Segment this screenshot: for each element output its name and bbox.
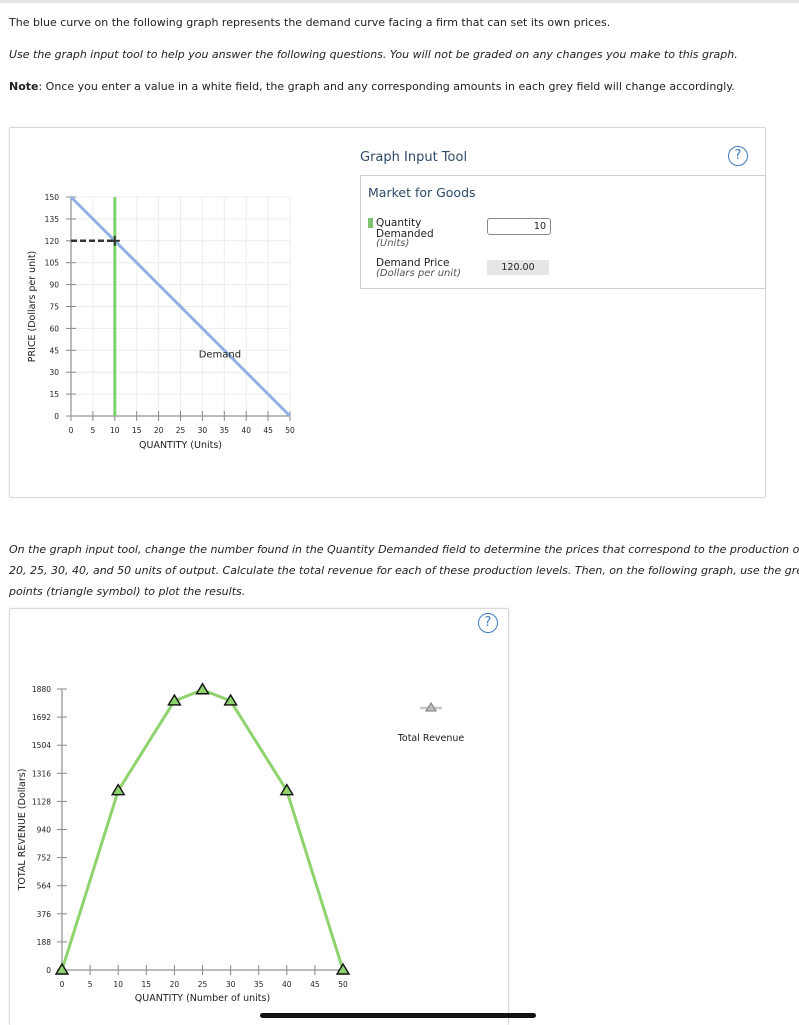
demand-x-axis-title: QUANTITY (Units) [139,440,222,451]
revenue-y-tick-label: 1692 [32,713,51,722]
total-revenue-point-icon [223,693,238,706]
revenue-x-tick-label: 35 [254,980,264,989]
demand-x-tick-label: 20 [154,426,164,435]
revenue-y-axis-title: TOTAL REVENUE (Dollars) [17,769,28,892]
demand-y-tick-label: 120 [45,237,60,246]
demand-x-tick-label: 40 [241,426,251,435]
quantity-demanded-label-text: Quantity Demanded [376,217,434,240]
revenue-x-tick-label: 25 [198,980,208,989]
revenue-y-tick-label: 1504 [32,741,51,750]
revenue-y-tick-label: 564 [37,882,52,891]
revenue-y-tick-label: 188 [37,938,52,947]
revenue-y-tick-label: 0 [46,966,51,975]
total-revenue-legend-label: Total Revenue [397,733,465,744]
revenue-ticks [57,688,344,975]
revenue-x-tick-label: 20 [170,980,180,989]
revenue-x-axis-title: QUANTITY (Number of units) [135,993,270,1004]
demand-curve-label: Demand [199,350,241,361]
instructions-line-3: points (triangle symbol) to plot the res… [9,585,246,598]
graph-input-tool-title: Graph Input Tool [360,150,468,165]
total-revenue-point-icon [110,783,126,796]
demand-x-tick-label: 25 [176,426,186,435]
revenue-y-tick-label: 1880 [32,685,51,694]
demand-x-tick-label: 10 [110,426,120,435]
triangle-icon [425,702,437,712]
revenue-chart: 0 188 376 564 752 940 1128 1316 1504 1692 1880 0 5 1… [17,682,465,1004]
demand-y-tick-label: 30 [49,368,59,377]
revenue-x-tick-labels: 0 5 10 15 20 25 30 35 40 45 50 [60,980,348,989]
revenue-y-tick-labels: 0 188 376 564 752 940 1128 1316 1504 1692 1880 [32,685,51,975]
demand-y-axis-title: PRICE (Dollars per unit) [27,251,38,363]
demand-price-unit: (Dollars per unit) [376,267,461,279]
demand-ticks [66,196,291,421]
total-revenue-point-icon [54,962,70,975]
demand-x-tick-label: 50 [285,426,295,435]
demand-y-tick-labels: 0 15 30 45 60 75 90 105 120 135 150 [45,193,60,421]
demand-y-tick-label: 135 [45,215,60,224]
revenue-x-tick-label: 0 [60,980,65,989]
revenue-y-tick-label: 940 [37,826,52,835]
demand-y-tick-label: 105 [45,259,60,268]
total-revenue-legend-tool[interactable] [420,702,442,712]
demand-y-tick-label: 150 [45,193,60,202]
demand-y-tick-label: 75 [49,303,59,312]
demand-y-tick-label: 0 [54,412,59,421]
demand-y-tick-label: 15 [49,390,59,399]
revenue-y-tick-label: 376 [37,910,52,919]
revenue-y-tick-label: 1128 [32,797,51,806]
market-for-goods-title: Market for Goods [368,185,476,200]
revenue-x-tick-label: 40 [282,980,292,989]
total-revenue-point-icon [335,962,351,975]
revenue-x-tick-label: 15 [142,980,152,989]
demand-x-tick-labels: 0 5 10 15 20 25 30 35 40 45 50 [69,426,295,435]
demand-selected-point [109,235,120,246]
total-revenue-point-icon [279,783,295,796]
top-divider [0,0,799,3]
quantity-demanded-unit: (Units) [376,238,410,249]
demand-y-tick-label: 60 [49,324,59,333]
demand-price-label-text: Demand Price [376,257,450,269]
quantity-demanded-label: Quantity Demanded (Units) [376,218,446,250]
note-text: Note: Once you enter a value in a white … [9,80,735,94]
demand-x-tick-label: 35 [220,426,230,435]
revenue-graph-panel [9,608,509,1025]
demand-y-tick-label: 45 [49,346,59,355]
home-indicator [260,1013,536,1018]
revenue-x-tick-label: 50 [338,980,348,989]
intro-instruction: Use the graph input tool to help you ans… [9,48,738,61]
demand-x-tick-label: 5 [91,426,96,435]
revenue-y-tick-label: 1316 [32,769,51,778]
revenue-help-icon[interactable]: ? [478,613,498,633]
revenue-x-tick-label: 30 [226,980,236,989]
revenue-y-tick-label: 752 [37,854,52,863]
demand-curve[interactable] [69,195,292,418]
demand-x-tick-label: 0 [69,426,74,435]
revenue-x-tick-label: 10 [113,980,123,989]
revenue-x-tick-label: 45 [310,980,320,989]
demand-price-field: 120.00 [487,260,549,275]
quantity-demanded-field[interactable]: 10 [487,218,551,235]
total-revenue-points[interactable] [54,682,351,975]
note-label: Note [9,80,39,93]
market-for-goods-box: Market for Goods Quantity Demanded (Unit… [360,175,766,289]
total-revenue-line [60,688,345,971]
demand-chart: 0 15 30 45 60 75 90 105 120 135 150 0 5 10 15 20 25 30 35… [27,193,295,451]
instructions-line-1: On the graph input tool, change the numb… [9,543,799,556]
intro-text: The blue curve on the following graph re… [9,16,611,29]
demand-y-tick-label: 90 [49,281,59,290]
demand-x-tick-label: 15 [132,426,142,435]
demand-x-tick-label: 45 [263,426,273,435]
note-body: : Once you enter a value in a white fiel… [38,80,735,93]
quantity-color-swatch [368,218,373,228]
instructions-text: On the graph input tool, change the numb… [9,539,799,602]
demand-price-label: Demand Price (Dollars per unit) [376,258,461,279]
demand-x-tick-label: 30 [198,426,208,435]
revenue-x-tick-label: 5 [88,980,93,989]
total-revenue-point-icon [195,682,210,695]
total-revenue-point-icon [167,693,182,706]
help-icon[interactable]: ? [728,146,748,166]
instructions-line-2: 20, 25, 30, 40, and 50 units of output. … [9,564,799,577]
